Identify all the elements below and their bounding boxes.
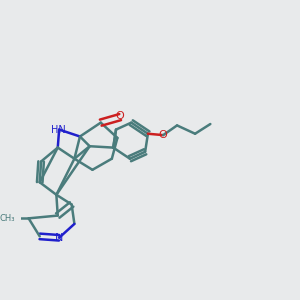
- Text: HN: HN: [50, 124, 65, 135]
- Text: N: N: [55, 233, 63, 243]
- Text: CH₃: CH₃: [0, 214, 15, 223]
- Text: O: O: [116, 111, 124, 121]
- Text: O: O: [159, 130, 168, 140]
